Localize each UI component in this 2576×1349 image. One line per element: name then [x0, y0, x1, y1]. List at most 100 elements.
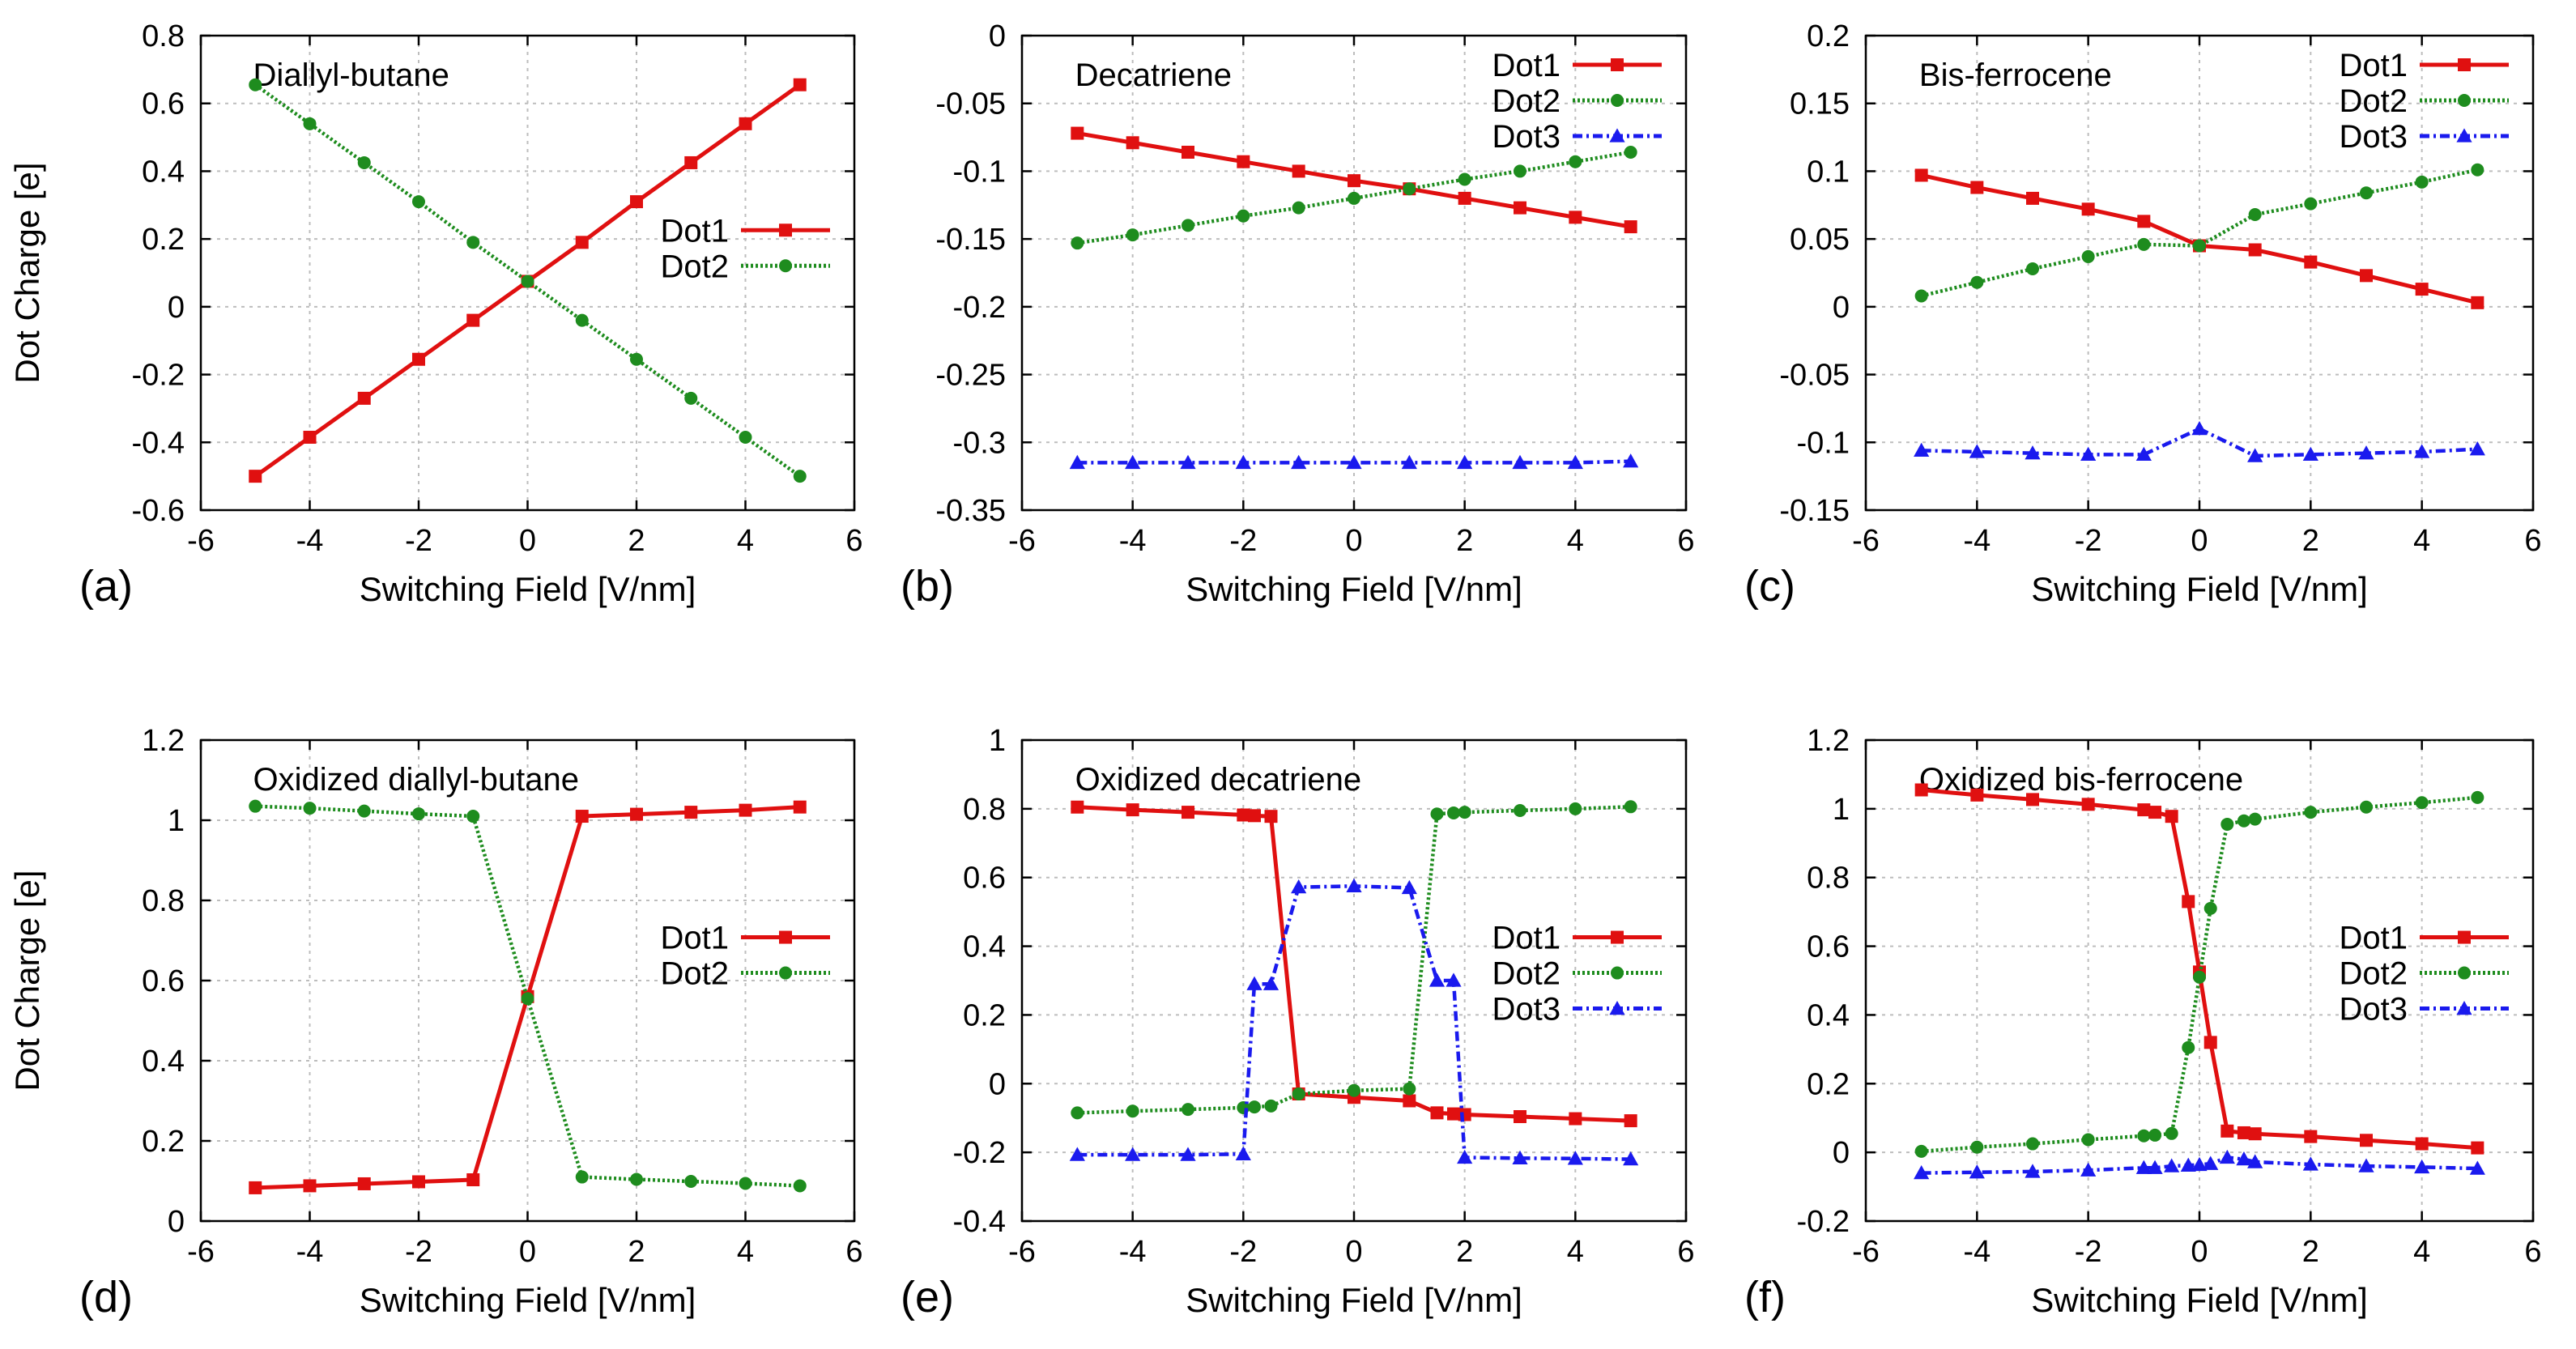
y-tick-label: -0.15 [1779, 494, 1850, 528]
data-point [466, 236, 480, 249]
x-tick-label: -2 [2075, 1235, 2102, 1269]
legend-label: Dot3 [1492, 119, 1561, 155]
y-tick-label: 0 [168, 291, 185, 325]
x-tick-label: -6 [1008, 1235, 1036, 1269]
data-point [1403, 182, 1416, 196]
data-point [2469, 1160, 2485, 1175]
x-tick-label: 6 [1677, 1235, 1694, 1269]
x-tick-label: -4 [1963, 524, 1991, 558]
data-point [1262, 976, 1279, 990]
x-tick-label: 2 [1456, 1235, 1473, 1269]
legend-entry: Dot1 [661, 213, 830, 249]
y-tick-label: 0.1 [1807, 155, 1850, 189]
data-point [575, 236, 589, 249]
y-tick-label: 0.15 [1790, 87, 1850, 121]
data-point [2471, 296, 2484, 309]
data-point [1457, 454, 1473, 470]
data-point [1071, 1106, 1084, 1120]
y-tick-label: -0.2 [953, 1136, 1006, 1170]
data-point [2026, 191, 2039, 205]
data-point [466, 810, 480, 823]
y-tick-label: -0.15 [935, 223, 1006, 257]
data-point [1291, 454, 1307, 470]
x-axis-label: Switching Field [V/nm] [360, 1281, 696, 1319]
legend-entry: Dot2 [2340, 83, 2509, 119]
data-point [1914, 442, 1930, 457]
data-point [1458, 806, 1471, 819]
panel-e: -6 -4 -2 0 2 4 6 -0.4 -0.2 0 0.2 0.4 0.6 0.8 1 Switchin… [901, 724, 1695, 1321]
data-point [2203, 901, 2217, 915]
data-point [630, 352, 643, 366]
series-dot1 [1071, 800, 1637, 1128]
data-point [249, 1181, 262, 1194]
y-axis-label: Dot Charge [e] [8, 870, 46, 1091]
series-dot2 [1914, 790, 2484, 1158]
legend-entry: Dot1 [2340, 921, 2509, 956]
data-point [793, 1179, 807, 1193]
data-point [1346, 454, 1362, 470]
y-axis-label: Dot Charge [e] [8, 162, 46, 383]
y-tick-label: 0.4 [1807, 998, 1850, 1032]
legend-marker [2456, 1000, 2472, 1015]
x-tick-label: -4 [1119, 524, 1147, 558]
data-point [1624, 800, 1637, 814]
x-tick-label: 2 [628, 1235, 645, 1269]
data-point [1235, 1146, 1251, 1160]
data-point [2415, 283, 2429, 296]
data-point [1447, 806, 1460, 819]
data-point [2220, 817, 2234, 831]
y-tick-label: 0 [1833, 1136, 1850, 1170]
data-point [2137, 215, 2151, 228]
data-point [303, 117, 317, 130]
data-point [739, 1177, 752, 1190]
data-point [2471, 163, 2484, 177]
data-point [303, 431, 317, 445]
data-point [1126, 228, 1139, 242]
y-tick-label: 0 [989, 19, 1006, 53]
data-point [684, 1174, 698, 1188]
x-tick-label: -6 [187, 1235, 215, 1269]
data-point [684, 391, 698, 405]
panel-d: -6 -4 -2 0 2 4 6 0 0.2 0.4 0.6 0.8 1 1.2 Switching Fie… [8, 724, 863, 1321]
data-point [1514, 201, 1526, 215]
data-point [575, 810, 589, 823]
data-point [2191, 420, 2208, 436]
legend-label: Dot2 [1492, 83, 1561, 119]
data-point [1126, 1104, 1139, 1118]
legend-label: Dot2 [2340, 956, 2408, 992]
y-tick-label: 1 [1833, 793, 1850, 827]
legend-label: Dot1 [2340, 921, 2408, 956]
data-point [2191, 1156, 2208, 1172]
data-point [575, 313, 589, 327]
data-point [1182, 219, 1194, 232]
legend-marker [1611, 58, 1624, 71]
data-point [2469, 441, 2485, 456]
data-point [1624, 145, 1637, 159]
chart-title: Diallyl-butane [253, 57, 449, 93]
y-tick-label: -0.35 [935, 494, 1006, 528]
series-dot2 [249, 78, 807, 483]
data-point [630, 1172, 643, 1186]
data-point [303, 1179, 317, 1193]
data-point [2080, 1162, 2097, 1177]
data-point [1458, 172, 1471, 186]
x-tick-label: 0 [1345, 1235, 1362, 1269]
y-tick-label: 0.4 [142, 1045, 185, 1079]
legend-entry: Dot1 [2340, 48, 2509, 83]
data-point [466, 1173, 480, 1187]
x-axis-label: Switching Field [V/nm] [2031, 570, 2368, 608]
data-point [2415, 175, 2429, 189]
y-tick-label: 0.8 [142, 884, 185, 918]
data-point [1969, 444, 1985, 458]
legend-label: Dot1 [2340, 48, 2408, 83]
x-tick-label: -2 [2075, 524, 2102, 558]
data-point [1348, 1083, 1360, 1097]
x-tick-label: -6 [1008, 524, 1036, 558]
data-point [1401, 454, 1417, 470]
legend-label: Dot3 [2340, 992, 2408, 1028]
series-dot3 [1069, 878, 1639, 1166]
data-point [1071, 236, 1084, 250]
data-point [2025, 445, 2041, 460]
data-point [1401, 879, 1417, 895]
y-tick-label: 1 [168, 804, 185, 838]
